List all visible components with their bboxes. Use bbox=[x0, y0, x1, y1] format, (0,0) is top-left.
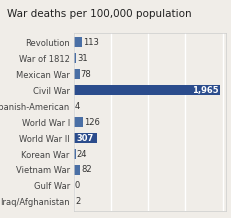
Text: 24: 24 bbox=[77, 150, 87, 158]
Bar bbox=[74, 85, 220, 95]
Bar bbox=[74, 53, 76, 63]
Bar bbox=[74, 165, 80, 175]
Bar bbox=[74, 117, 83, 127]
Bar bbox=[74, 149, 76, 159]
Text: 82: 82 bbox=[81, 165, 91, 174]
Text: 0: 0 bbox=[75, 181, 80, 190]
Bar bbox=[74, 37, 82, 47]
Text: 113: 113 bbox=[83, 38, 99, 47]
Text: 126: 126 bbox=[84, 118, 100, 127]
Text: 4: 4 bbox=[75, 102, 80, 111]
Text: War deaths per 100,000 population: War deaths per 100,000 population bbox=[7, 9, 191, 19]
Text: 307: 307 bbox=[77, 134, 94, 143]
Text: 2: 2 bbox=[75, 197, 80, 206]
Text: 31: 31 bbox=[77, 54, 88, 63]
Bar bbox=[74, 133, 97, 143]
Bar bbox=[74, 69, 80, 79]
Text: 78: 78 bbox=[81, 70, 91, 79]
Text: 1,965: 1,965 bbox=[192, 86, 219, 95]
